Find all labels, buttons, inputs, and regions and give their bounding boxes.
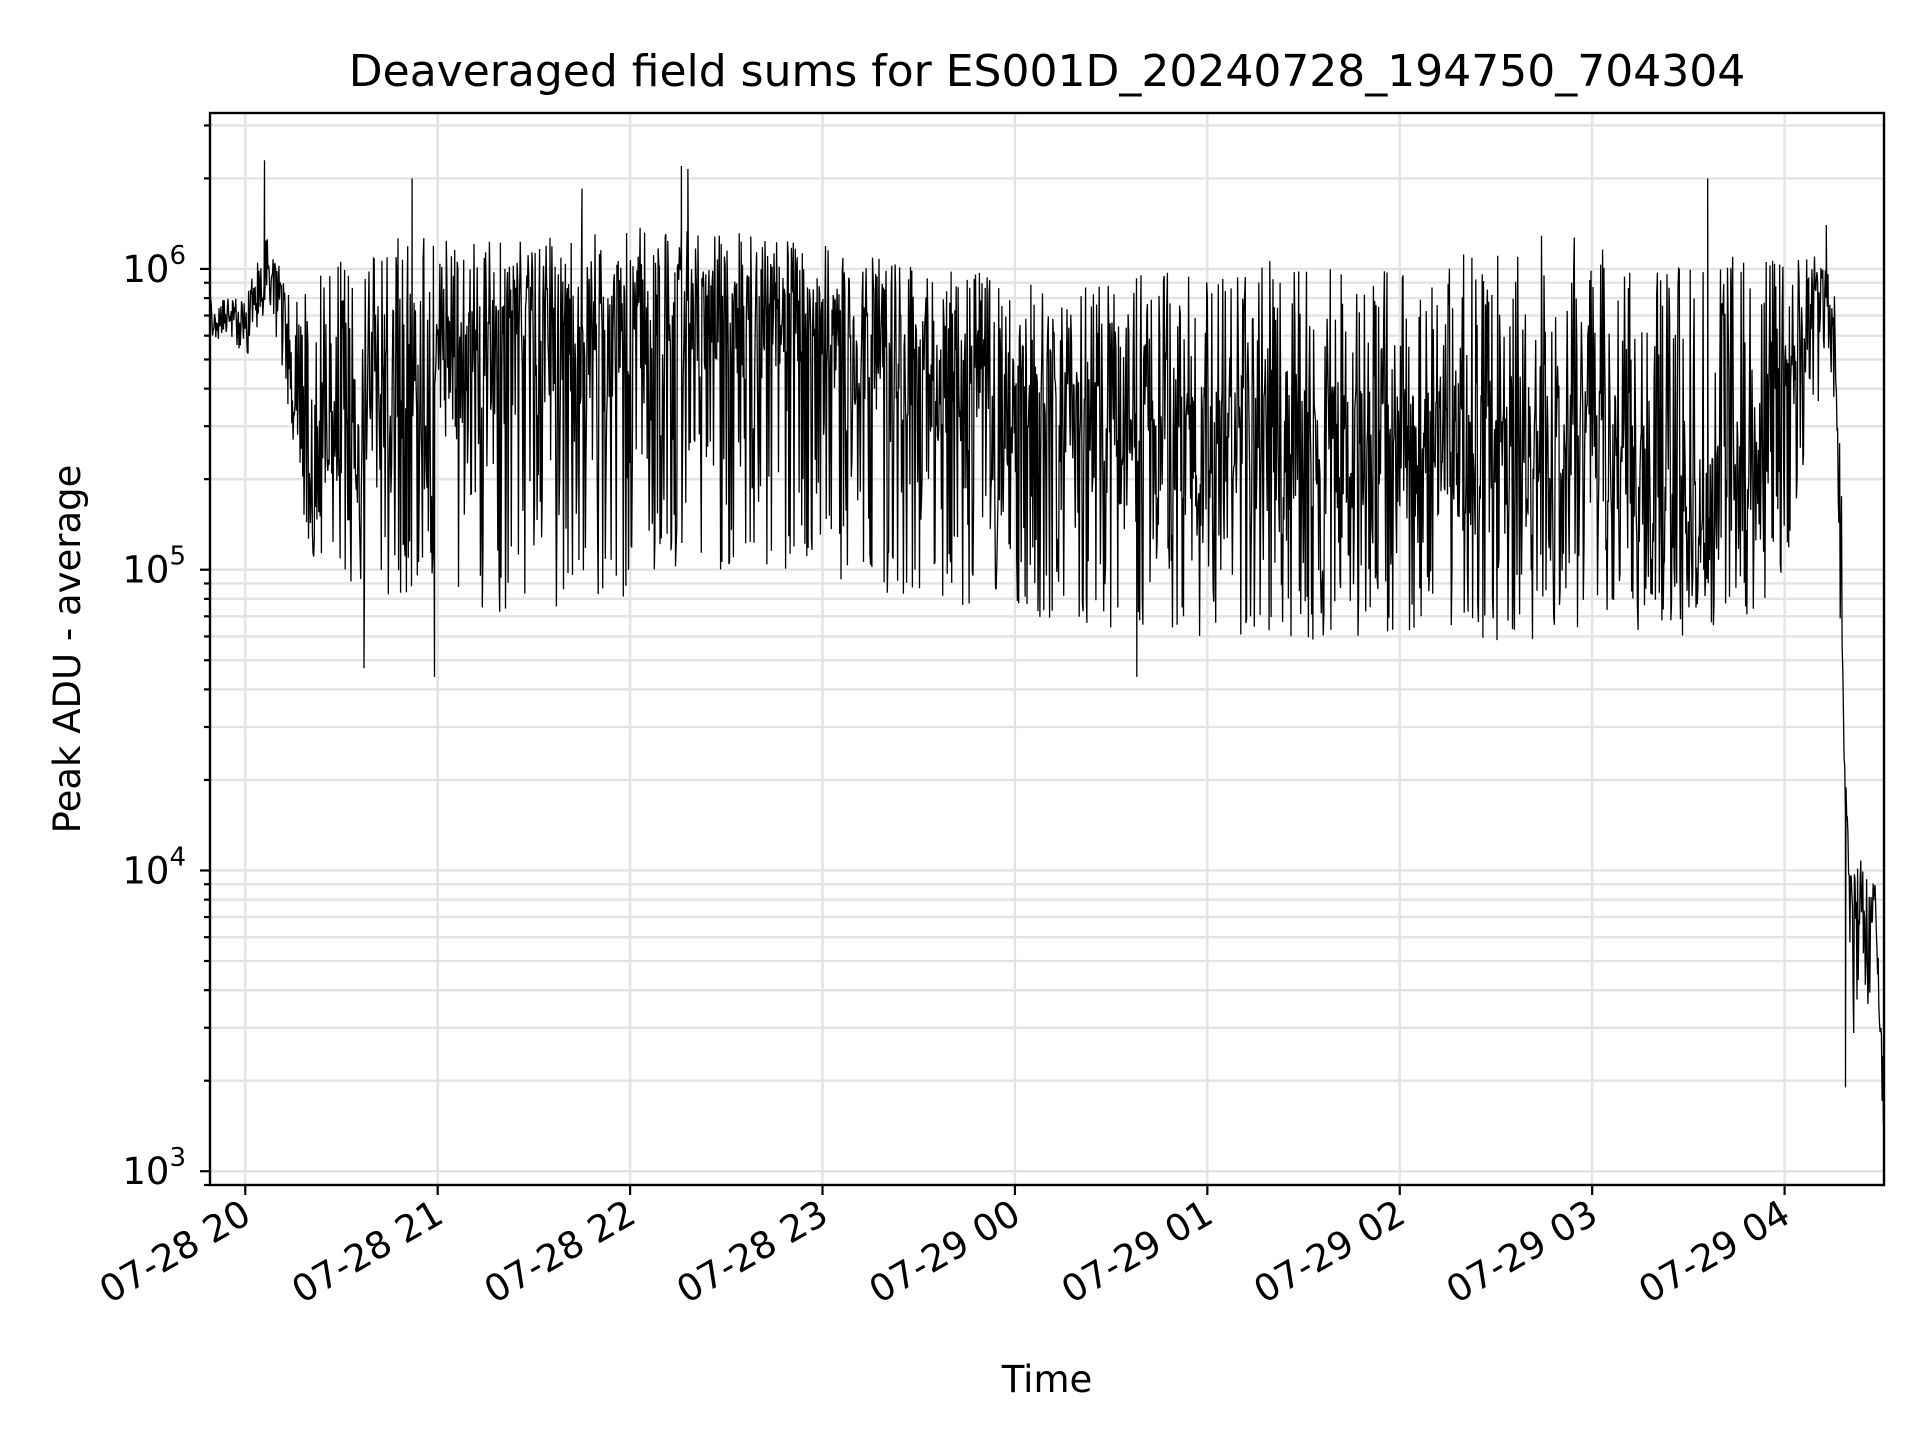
chart-title: Deaveraged field sums for ES001D_2024072… xyxy=(349,46,1745,97)
x-axis: 07-28 20 07-28 21 07-28 22 07-28 23 07-29 00… xyxy=(92,1185,1797,1312)
x-tick-label: 07-28 20 xyxy=(92,1192,258,1312)
x-tick-label: 07-28 22 xyxy=(477,1192,643,1312)
y-tick-label: 105 xyxy=(122,542,186,592)
series-line-peak-adu xyxy=(209,160,1885,1126)
x-tick-label: 07-29 00 xyxy=(862,1192,1028,1312)
y-tick-exponent: 3 xyxy=(169,1143,186,1173)
y-tick-base: 10 xyxy=(122,549,169,592)
x-tick-label: 07-29 04 xyxy=(1632,1192,1798,1312)
y-tick-exponent: 6 xyxy=(169,241,186,271)
x-tick-label: 07-28 21 xyxy=(285,1192,451,1312)
x-axis-label: Time xyxy=(1001,1358,1093,1401)
y-tick-base: 10 xyxy=(122,1150,169,1193)
x-tick-label: 07-29 01 xyxy=(1054,1192,1220,1312)
x-tick-label: 07-29 02 xyxy=(1247,1192,1413,1312)
y-tick-exponent: 4 xyxy=(169,842,186,872)
y-tick-label: 103 xyxy=(122,1143,186,1193)
y-tick-base: 10 xyxy=(122,849,169,892)
y-axis-label: Peak ADU - average xyxy=(46,465,89,834)
x-tick-label: 07-28 23 xyxy=(669,1192,835,1312)
y-tick-label: 106 xyxy=(122,241,186,291)
plot-frame xyxy=(208,111,1886,1187)
series-layer xyxy=(209,160,1885,1126)
grid xyxy=(210,113,1884,1187)
y-tick-base: 10 xyxy=(122,248,169,291)
y-tick-exponent: 5 xyxy=(169,542,186,572)
x-tick-label: 07-29 03 xyxy=(1439,1192,1605,1312)
y-tick-label: 104 xyxy=(122,842,186,892)
